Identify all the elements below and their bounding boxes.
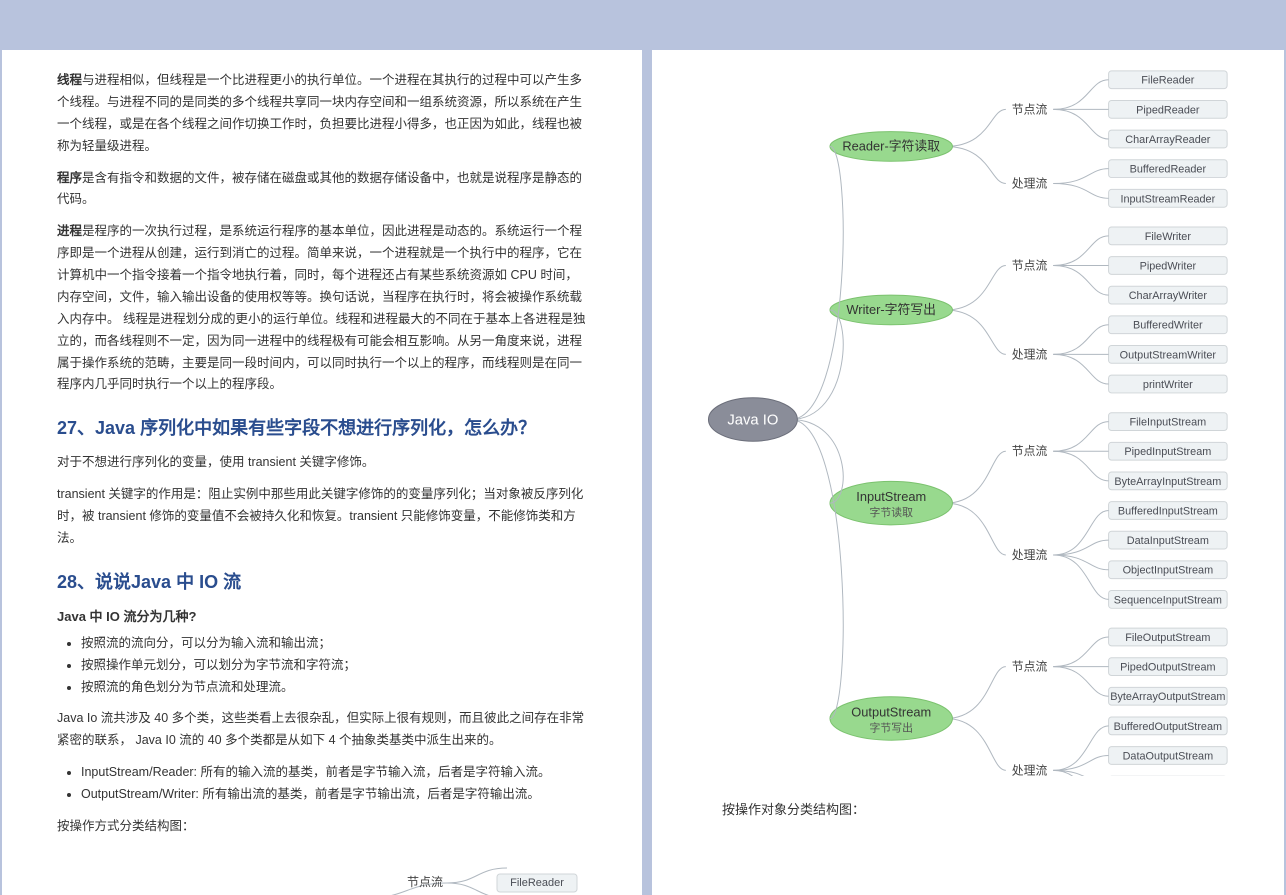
- page-left: 线程与进程相似，但线程是一个比进程更小的执行单位。一个进程在其执行的过程中可以产…: [2, 50, 642, 895]
- svg-text:处理流: 处理流: [1012, 548, 1048, 562]
- svg-text:printWriter: printWriter: [1143, 379, 1193, 391]
- svg-text:ByteArrayInputStream: ByteArrayInputStream: [1114, 476, 1221, 488]
- svg-text:BufferedOutputStream: BufferedOutputStream: [1114, 721, 1222, 733]
- paragraph: transient 关键字的作用是：阻止实例中那些用此关键字修饰的的变量序列化；…: [57, 484, 587, 550]
- svg-text:OutputStreamWriter: OutputStreamWriter: [1120, 349, 1217, 361]
- svg-text:PipedReader: PipedReader: [1136, 104, 1200, 116]
- svg-text:Reader-字符读取: Reader-字符读取: [842, 138, 940, 153]
- bold-term: 线程: [57, 73, 82, 87]
- svg-text:PipedInputStream: PipedInputStream: [1124, 446, 1211, 458]
- svg-text:FileWriter: FileWriter: [1145, 231, 1192, 243]
- svg-text:字节读取: 字节读取: [869, 505, 913, 519]
- list-item: 按照流的角色划分为节点流和处理流。: [81, 677, 587, 699]
- svg-text:BufferedReader: BufferedReader: [1130, 164, 1207, 176]
- diagram-caption: 按操作对象分类结构图：: [722, 799, 1239, 822]
- svg-text:处理流: 处理流: [1012, 347, 1048, 361]
- svg-text:InputStreamReader: InputStreamReader: [1120, 193, 1215, 205]
- bold-term: 进程: [57, 224, 82, 238]
- list-item: InputStream/Reader: 所有的输入流的基类，前者是字节输入流，后…: [81, 762, 587, 784]
- bullet-list: InputStream/Reader: 所有的输入流的基类，前者是字节输入流，后…: [81, 762, 587, 806]
- list-item: OutputStream/Writer: 所有输出流的基类，前者是字节输出流，后…: [81, 784, 587, 806]
- svg-text:PipedOutputStream: PipedOutputStream: [1120, 662, 1215, 674]
- svg-text:OutputStream: OutputStream: [851, 704, 931, 719]
- svg-text:SequenceInputStream: SequenceInputStream: [1114, 594, 1222, 606]
- list-item: 按照操作单元划分，可以划分为字节流和字符流；: [81, 655, 587, 677]
- svg-text:DataInputStream: DataInputStream: [1127, 535, 1209, 547]
- paragraph: 对于不想进行序列化的变量，使用 transient 关键字修饰。: [57, 452, 587, 474]
- svg-text:字节写出: 字节写出: [869, 720, 912, 734]
- heading-28: 28、说说Java 中 IO 流: [57, 568, 587, 594]
- svg-text:节点流: 节点流: [1012, 102, 1048, 116]
- svg-text:PipedWriter: PipedWriter: [1140, 260, 1197, 272]
- paragraph: 按操作方式分类结构图：: [57, 816, 587, 838]
- svg-text:Writer-字符写出: Writer-字符写出: [846, 302, 936, 317]
- svg-text:InputStream: InputStream: [856, 489, 926, 504]
- svg-text:FileOutputStream: FileOutputStream: [1125, 632, 1210, 644]
- svg-text:ObjectInputStream: ObjectInputStream: [1123, 565, 1214, 577]
- subheading: Java 中 IO 流分为几种?: [57, 606, 587, 625]
- svg-text:节点流: 节点流: [1012, 444, 1048, 458]
- svg-text:节点流: 节点流: [1012, 660, 1048, 674]
- bold-term: 程序: [57, 171, 82, 185]
- page-container: 线程与进程相似，但线程是一个比进程更小的执行单位。一个进程在其执行的过程中可以产…: [0, 0, 1286, 895]
- page-right: FileReader PipedReader CharArrayReader Buff…: [652, 50, 1284, 895]
- svg-text:ByteArrayOutputStream: ByteArrayOutputStream: [1110, 691, 1225, 703]
- paragraph: 进程是程序的一次执行过程，是系统运行程序的基本单位，因此进程是动态的。系统运行一…: [57, 221, 587, 396]
- svg-text:DataOutputStream: DataOutputStream: [1123, 750, 1214, 762]
- svg-text:CharArrayReader: CharArrayReader: [1125, 134, 1210, 146]
- paragraph-text: 是含有指令和数据的文件，被存储在磁盘或其他的数据存储设备中，也就是说程序是静态的…: [57, 171, 582, 207]
- svg-text:Java IO: Java IO: [727, 412, 778, 428]
- svg-text:CharArrayWriter: CharArrayWriter: [1129, 290, 1208, 302]
- svg-text:处理流: 处理流: [1012, 763, 1048, 776]
- heading-27: 27、Java 序列化中如果有些字段不想进行序列化，怎么办？: [57, 414, 587, 440]
- svg-text:节点流: 节点流: [407, 875, 443, 889]
- paragraph: 线程与进程相似，但线程是一个比进程更小的执行单位。一个进程在其执行的过程中可以产…: [57, 70, 587, 158]
- list-item: 按照流的流向分，可以分为输入流和输出流；: [81, 633, 587, 655]
- paragraph-text: 与进程相似，但线程是一个比进程更小的执行单位。一个进程在其执行的过程中可以产生多…: [57, 73, 582, 153]
- small-mindmap: Reader-字符读取 节点流 FileReader PipedReader: [57, 858, 587, 895]
- paragraph: Java Io 流共涉及 40 多个类，这些类看上去很杂乱，但实际上很有规则，而…: [57, 708, 587, 752]
- svg-text:处理流: 处理流: [1012, 176, 1048, 190]
- paragraph-text: 是程序的一次执行过程，是系统运行程序的基本单位，因此进程是动态的。系统运行一个程…: [57, 224, 585, 391]
- svg-text:节点流: 节点流: [1012, 258, 1048, 272]
- svg-text:FileReader: FileReader: [510, 877, 564, 889]
- java-io-mindmap: FileReader PipedReader CharArrayReader Buff…: [662, 60, 1239, 776]
- bullet-list: 按照流的流向分，可以分为输入流和输出流； 按照操作单元划分，可以划分为字节流和字…: [81, 633, 587, 699]
- paragraph: 程序是含有指令和数据的文件，被存储在磁盘或其他的数据存储设备中，也就是说程序是静…: [57, 168, 587, 212]
- svg-text:BufferedWriter: BufferedWriter: [1133, 320, 1203, 332]
- svg-text:FileInputStream: FileInputStream: [1130, 417, 1207, 429]
- svg-text:FileReader: FileReader: [1141, 75, 1194, 87]
- svg-text:BufferedInputStream: BufferedInputStream: [1118, 505, 1218, 517]
